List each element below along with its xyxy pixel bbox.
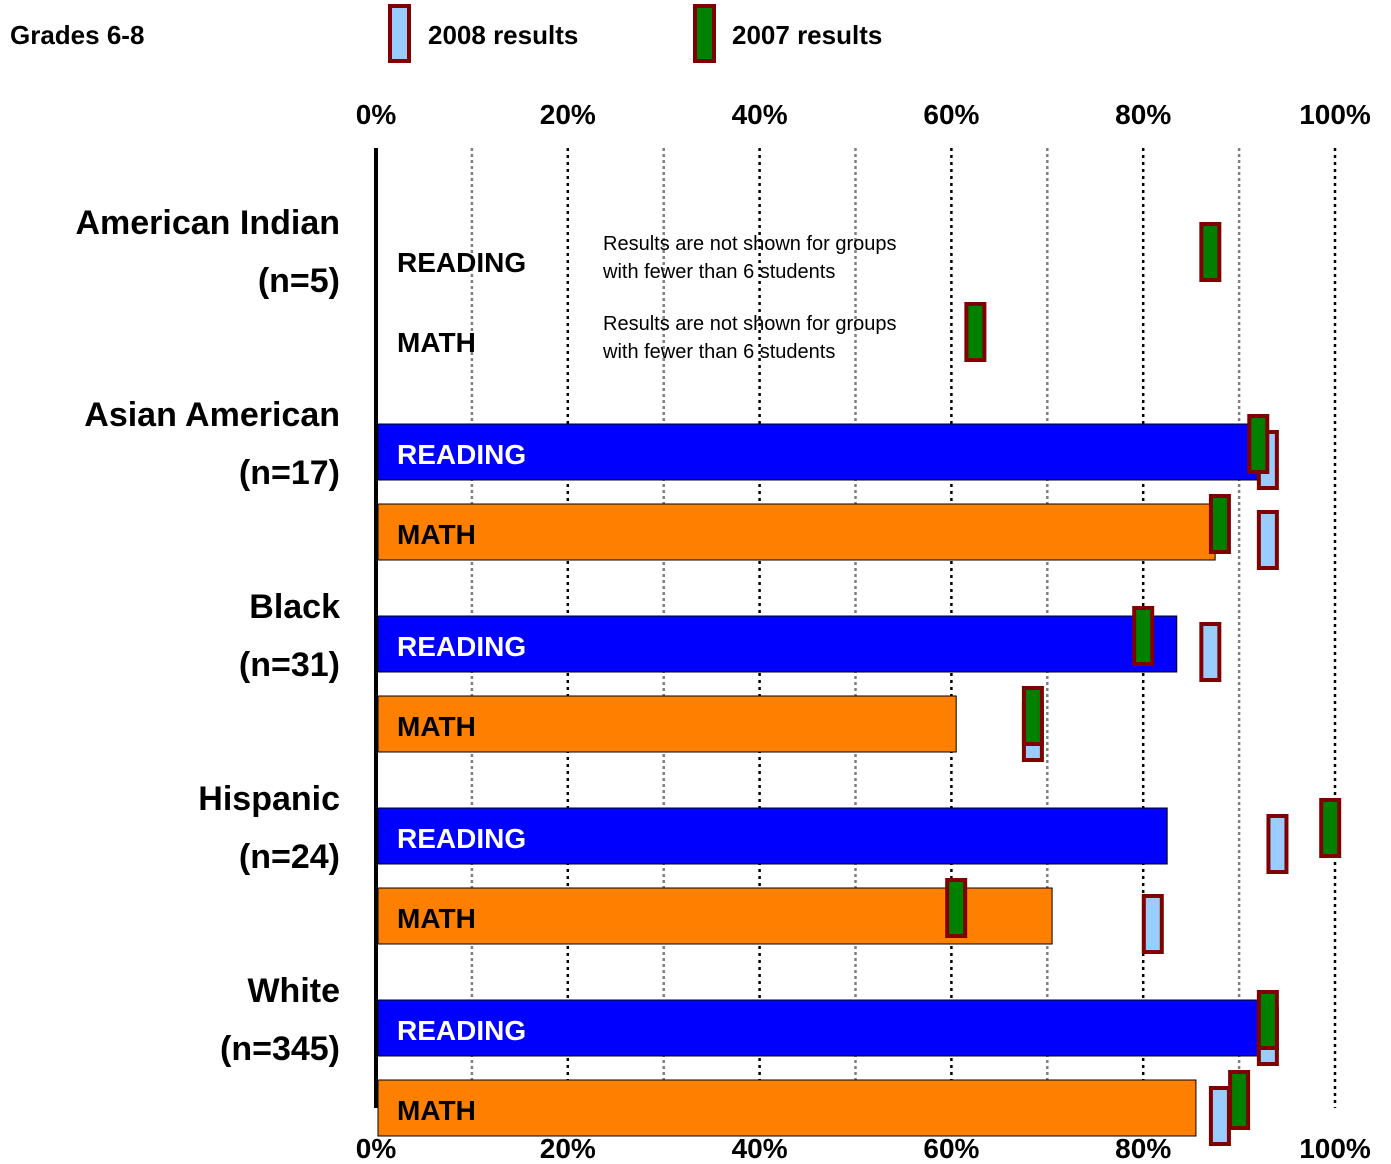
math-label: MATH <box>397 711 476 742</box>
x-axis-top: 0% 20% 40% 60% 80% 100% <box>356 99 1371 130</box>
group-n-label: (n=5) <box>258 262 340 300</box>
plot-area: American Indian (n=5) READING Results are n… <box>75 204 1342 1146</box>
math-label: MATH <box>397 903 476 934</box>
group-n-label: (n=31) <box>239 646 340 684</box>
reading-label: READING <box>397 631 526 662</box>
tick-label-bottom: 100% <box>1299 1133 1371 1164</box>
marker-2007 <box>1319 798 1342 858</box>
math-label: MATH <box>397 327 476 358</box>
math-bar <box>377 695 957 753</box>
legend: 2008 results 2007 results <box>388 4 882 63</box>
group-n-label: (n=17) <box>239 454 340 492</box>
marker-2007 <box>1199 222 1222 282</box>
group-white: White (n=345) READING MATH <box>220 972 1279 1146</box>
legend-swatch-2008 <box>388 4 411 63</box>
reading-bar <box>377 999 1264 1057</box>
tick-label-bottom: 20% <box>540 1133 596 1164</box>
tick-label-bottom: 80% <box>1115 1133 1171 1164</box>
math-bar <box>377 887 1053 945</box>
tick-label-top: 40% <box>732 99 788 130</box>
legend-label-2007: 2007 results <box>732 20 882 50</box>
group-label: Asian American <box>84 396 340 434</box>
group-n-label: (n=345) <box>220 1030 340 1068</box>
tick-label-top: 20% <box>540 99 596 130</box>
legend-swatch-2007 <box>693 4 716 63</box>
chart-title: Grades 6-8 <box>10 20 144 50</box>
reading-label: READING <box>397 1015 526 1046</box>
group-label: White <box>247 972 340 1010</box>
marker-2008 <box>1256 510 1279 570</box>
marker-2008 <box>1266 814 1289 874</box>
reading-label: READING <box>397 247 526 278</box>
marker-2008 <box>1141 894 1164 954</box>
marker-2007 <box>1256 990 1279 1050</box>
suppressed-note: with fewer than 6 students <box>602 261 835 283</box>
marker-2007 <box>1208 494 1231 554</box>
group-label: American Indian <box>75 204 340 242</box>
marker-2008 <box>1208 1086 1231 1146</box>
tick-label-bottom: 60% <box>923 1133 979 1164</box>
tick-label-top: 80% <box>1115 99 1171 130</box>
group-hispanic: Hispanic (n=24) READING MATH <box>198 780 1342 954</box>
marker-2007 <box>1228 1070 1251 1130</box>
reading-bar <box>377 615 1178 673</box>
group-asian-american: Asian American (n=17) READING MATH <box>84 396 1279 570</box>
marker-2007 <box>1021 686 1044 746</box>
group-american-indian: American Indian (n=5) READING Results are n… <box>75 204 1222 363</box>
reading-bar <box>377 423 1269 481</box>
math-bar <box>377 503 1216 561</box>
reading-label: READING <box>397 823 526 854</box>
x-axis-bottom: 0% 20% 40% 60% 80% 100% <box>356 1133 1371 1164</box>
tick-label-top: 0% <box>356 99 397 130</box>
tick-label-bottom: 40% <box>732 1133 788 1164</box>
group-black: Black (n=31) READING MATH <box>239 588 1222 762</box>
marker-2007 <box>1132 606 1155 666</box>
reading-label: READING <box>397 439 526 470</box>
math-label: MATH <box>397 1095 476 1126</box>
suppressed-note: Results are not shown for groups <box>603 313 897 335</box>
marker-2007 <box>1247 414 1270 474</box>
tick-label-top: 100% <box>1299 99 1371 130</box>
marker-2007 <box>945 878 968 938</box>
tick-label-bottom: 0% <box>356 1133 397 1164</box>
tick-label-top: 60% <box>923 99 979 130</box>
math-label: MATH <box>397 519 476 550</box>
group-n-label: (n=24) <box>239 838 340 876</box>
math-bar <box>377 1079 1197 1137</box>
legend-label-2008: 2008 results <box>428 20 578 50</box>
group-label: Black <box>249 588 340 626</box>
reading-bar <box>377 807 1168 865</box>
suppressed-note: with fewer than 6 students <box>602 341 835 363</box>
marker-2008 <box>1199 622 1222 682</box>
group-label: Hispanic <box>198 780 340 818</box>
marker-2007 <box>964 302 987 362</box>
suppressed-note: Results are not shown for groups <box>603 233 897 255</box>
